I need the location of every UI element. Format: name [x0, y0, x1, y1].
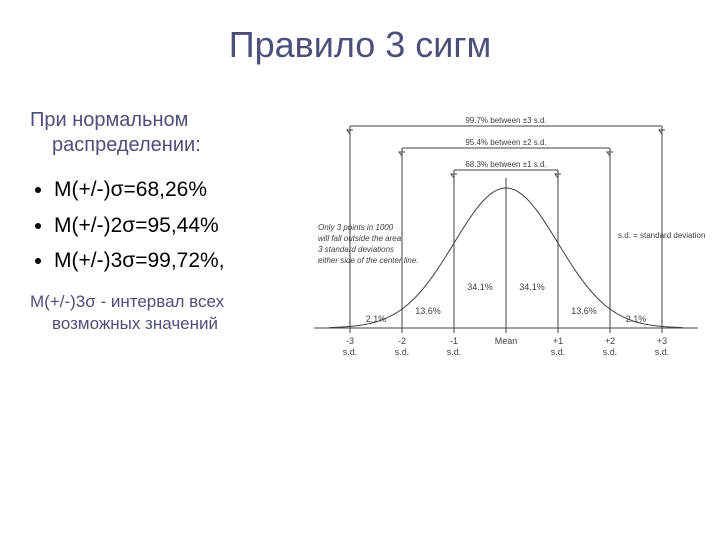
svg-text:13.6%: 13.6%	[415, 306, 441, 316]
svg-text:Mean: Mean	[495, 336, 518, 346]
bullet-list: M(+/-)σ=68,26% M(+/-)2σ=95,44% M(+/-)3σ=…	[30, 172, 280, 279]
footnote-line1: M(+/-)3σ - интервал всех	[30, 292, 224, 311]
svg-text:+1: +1	[553, 336, 563, 346]
svg-text:-2: -2	[398, 336, 406, 346]
svg-text:13.6%: 13.6%	[571, 306, 597, 316]
intro-line1: При нормальном	[30, 109, 188, 131]
svg-text:s.d.: s.d.	[395, 347, 410, 357]
svg-text:s.d.: s.d.	[655, 347, 670, 357]
svg-text:95.4% between ±2 s.d.: 95.4% between ±2 s.d.	[465, 138, 546, 147]
svg-text:3 standard deviations: 3 standard deviations	[318, 245, 394, 254]
svg-text:+3: +3	[657, 336, 667, 346]
svg-text:68.3% between ±1 s.d.: 68.3% between ±1 s.d.	[465, 160, 546, 169]
svg-text:s.d.: s.d.	[551, 347, 566, 357]
svg-text:2.1%: 2.1%	[366, 314, 387, 324]
intro-text: При нормальном распределении:	[30, 108, 280, 158]
svg-text:either side of the center line: either side of the center line.	[318, 256, 419, 265]
svg-text:2.1%: 2.1%	[626, 314, 647, 324]
svg-text:+2: +2	[605, 336, 615, 346]
page-title: Правило 3 сигм	[0, 24, 720, 66]
svg-text:s.d. = standard deviation: s.d. = standard deviation	[618, 231, 705, 240]
svg-text:s.d.: s.d.	[447, 347, 462, 357]
svg-text:s.d.: s.d.	[343, 347, 358, 357]
svg-text:34.1%: 34.1%	[467, 282, 493, 292]
svg-text:will fall outside the area: will fall outside the area	[318, 234, 402, 243]
list-item: M(+/-)σ=68,26%	[54, 172, 280, 208]
list-item: M(+/-)3σ=99,72%,	[54, 243, 280, 279]
svg-text:Only 3 points in 1000: Only 3 points in 1000	[318, 223, 394, 232]
svg-text:99.7% between ±3 s.d.: 99.7% between ±3 s.d.	[465, 116, 546, 125]
slide: Правило 3 сигм При нормальном распределе…	[0, 0, 720, 540]
normal-distribution-chart: -3s.d.-2s.d.-1s.d.Mean+1s.d.+2s.d.+3s.d.…	[290, 90, 710, 400]
svg-text:34.1%: 34.1%	[519, 282, 545, 292]
list-item: M(+/-)2σ=95,44%	[54, 208, 280, 244]
footnote-line2: возможных значений	[30, 313, 280, 335]
footnote: M(+/-)3σ - интервал всех возможных значе…	[30, 291, 280, 335]
svg-text:-1: -1	[450, 336, 458, 346]
left-column: При нормальном распределении: M(+/-)σ=68…	[30, 108, 280, 335]
svg-text:s.d.: s.d.	[603, 347, 618, 357]
svg-text:-3: -3	[346, 336, 354, 346]
intro-line2: распределении:	[30, 133, 280, 158]
